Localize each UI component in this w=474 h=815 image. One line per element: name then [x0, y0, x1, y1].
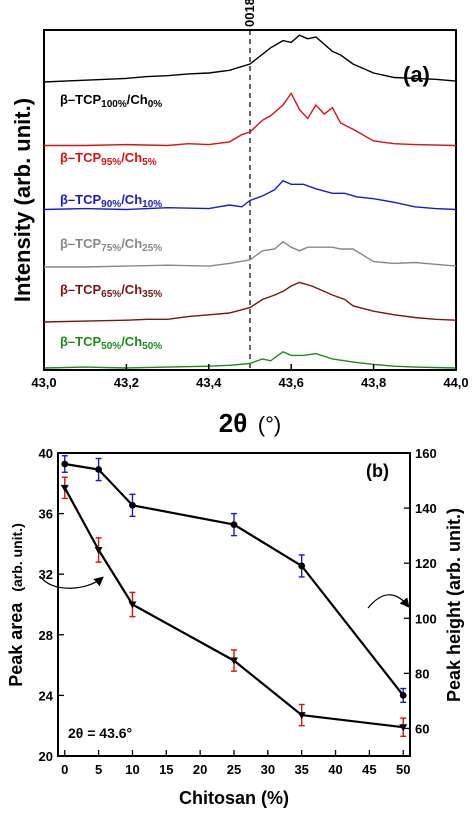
series-label-part: 25% [142, 243, 162, 254]
data-point-peak-area [128, 601, 137, 609]
series-line-6 [43, 350, 457, 369]
x-tick-label: 10 [125, 762, 139, 777]
series-line-1 [43, 34, 457, 83]
data-point-peak-area [230, 657, 238, 665]
series-line-2 [44, 91, 457, 147]
series-line-3 [43, 179, 457, 211]
series-label-part: β–TCP [60, 150, 101, 165]
left-y-tick-label: 40 [39, 446, 53, 461]
series-label-part: /Ch [127, 92, 148, 107]
series-label-part: 10% [142, 199, 162, 210]
data-point-peak-height [399, 692, 407, 699]
series-line-5 [43, 281, 457, 323]
panel-b-left-axis-label-main: Peak area [6, 602, 26, 687]
series-label-part: β–TCP [60, 334, 101, 349]
series-label-part: 5% [142, 157, 157, 168]
panel-a-x-axis-label: 2θ (°) [219, 408, 281, 438]
data-point-peak-area [94, 546, 103, 554]
series-line-left [63, 487, 404, 729]
x-tick-label: 30 [261, 762, 275, 777]
series-label-part: /Ch [121, 150, 142, 165]
series-label-part: 90% [101, 199, 121, 210]
panel-b-label: (b) [366, 461, 389, 481]
series-label-1: β–TCP100%/Ch0% [60, 92, 162, 110]
series-label-part: /Ch [121, 192, 142, 207]
series-label-part: β–TCP [60, 236, 101, 251]
panel-a-x-axis-label-unit: (°) [258, 412, 281, 437]
x-tick-label: 43,4 [196, 375, 222, 390]
data-point-peak-area [60, 484, 69, 492]
x-tick-label: 5 [95, 762, 102, 777]
right-y-tick-label: 120 [415, 556, 437, 571]
series-label-part: /Ch [121, 282, 142, 297]
x-tick-label: 40 [328, 762, 342, 777]
right-y-tick-label: 160 [415, 446, 437, 461]
series-label-3: β–TCP90%/Ch10% [60, 192, 162, 210]
panel-b-annotation: 2θ = 43.6° [68, 725, 132, 741]
series-label-part: 35% [142, 289, 162, 300]
data-point-peak-area [297, 712, 306, 720]
right-y-tick-label: 60 [415, 721, 429, 736]
right-y-tick-label: 100 [415, 611, 437, 626]
x-tick-label: 43,8 [361, 375, 386, 390]
x-tick-label: 35 [294, 762, 308, 777]
x-tick-label: 20 [193, 762, 207, 777]
series-label-part: 95% [101, 157, 121, 168]
panel-b-x-axis-label: Chitosan (%) [179, 788, 289, 808]
x-tick-label: 45 [362, 762, 376, 777]
left-y-tick-label: 24 [39, 688, 54, 703]
left-y-tick-label: 32 [39, 567, 53, 582]
x-tick-label: 50 [396, 762, 410, 777]
curved-arrow-left-axis [39, 575, 104, 589]
series-label-2: β–TCP95%/Ch5% [60, 150, 157, 168]
panel-b-right-axis-label: Peak height (arb. unit.) [444, 508, 464, 702]
x-tick-label: 43,2 [114, 375, 139, 390]
data-point-peak-height [129, 501, 136, 509]
data-point-peak-height [95, 466, 103, 473]
x-tick-label: 15 [159, 762, 173, 777]
right-y-tick-label: 80 [415, 666, 429, 681]
left-y-tick-label: 36 [39, 507, 53, 522]
series-line-right [64, 462, 405, 697]
curved-arrow-right-axis [367, 594, 410, 609]
data-point-peak-area [399, 724, 408, 732]
panel-a-y-axis-label: Intensity (arb. unit.) [10, 98, 35, 302]
x-tick-label: 43,6 [279, 375, 304, 390]
panel-b-peak-chart: 0 5 10 15 20 25 30 35 40 45 50 20 24 28 32 36 40 60 80 100 1… [6, 446, 464, 808]
right-y-tick-label: 140 [415, 501, 437, 516]
series-label-part: /Ch [121, 334, 142, 349]
series-label-part: 65% [101, 289, 121, 300]
x-tick-label: 25 [227, 762, 241, 777]
series-label-4: β–TCP75%/Ch25% [60, 236, 162, 254]
panel-a-xrd-chart: 0018 β–TCP100%/Ch0%β–TCP95%/Ch5%β–TCP90%… [10, 0, 469, 438]
panel-a-x-axis-label-symbol: 2θ [219, 408, 248, 438]
series-label-part: β–TCP [60, 92, 101, 107]
reference-line-label: 0018 [242, 0, 257, 27]
series-label-part: 50% [101, 341, 121, 352]
x-tick-label: 44,0 [443, 375, 468, 390]
x-tick-label: 43,0 [31, 375, 56, 390]
series-label-part: 75% [101, 243, 121, 254]
panel-a-label: (a) [403, 62, 430, 87]
left-y-tick-label: 28 [39, 628, 53, 643]
series-label-part: /Ch [121, 236, 142, 251]
panel-b-left-axis-label-unit: (arb. unit.) [9, 523, 25, 591]
series-label-6: β–TCP50%/Ch50% [60, 334, 162, 352]
series-label-part: β–TCP [60, 282, 101, 297]
series-label-part: 100% [101, 99, 127, 110]
x-tick-label: 0 [61, 762, 68, 777]
left-y-tick-label: 20 [39, 749, 53, 764]
data-point-peak-height [298, 562, 306, 570]
series-line-4 [44, 240, 457, 268]
series-label-part: β–TCP [60, 192, 101, 207]
data-point-peak-height [61, 460, 69, 468]
series-label-part: 0% [148, 99, 163, 110]
panel-b-left-axis-label: Peak area (arb. unit.) [6, 523, 26, 687]
panel-b-frame [57, 452, 411, 757]
series-label-5: β–TCP65%/Ch35% [60, 282, 162, 300]
data-point-peak-height [230, 521, 238, 529]
series-label-part: 50% [142, 341, 162, 352]
